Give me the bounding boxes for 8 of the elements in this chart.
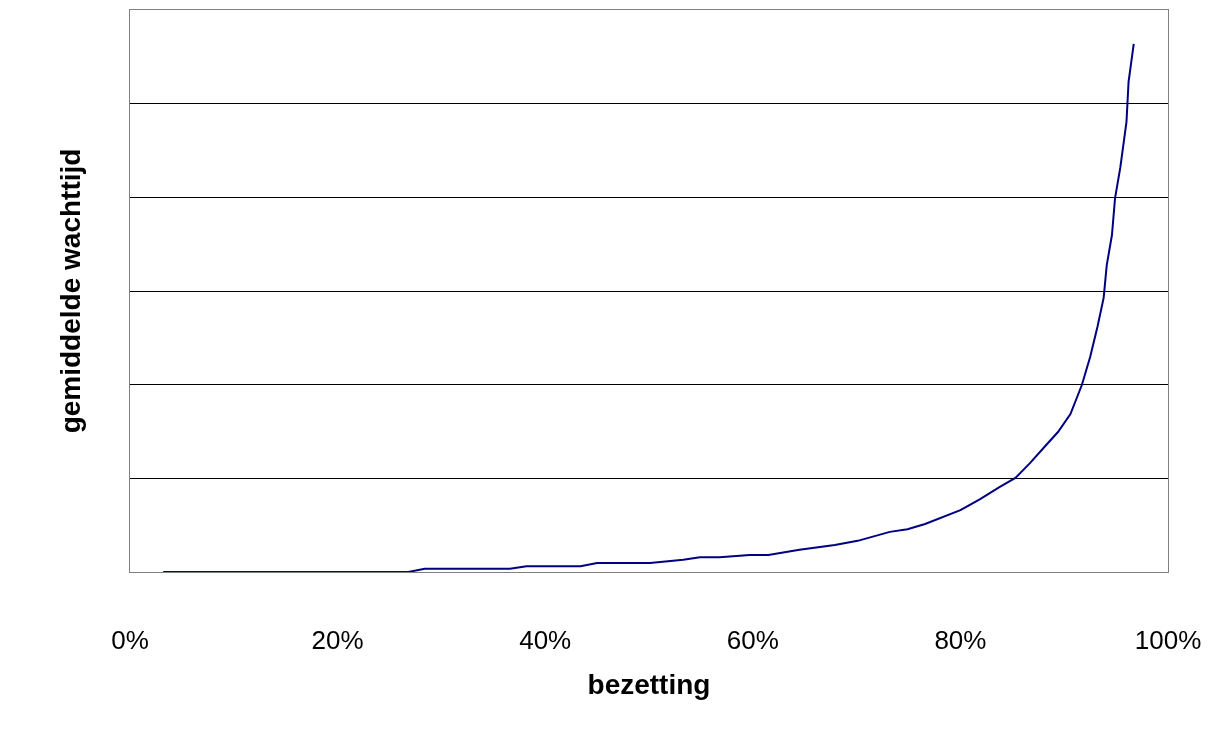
x-tick-label: 20%: [311, 625, 364, 656]
x-tick-label: 60%: [726, 625, 779, 656]
x-tick-label: 40%: [519, 625, 572, 656]
x-tick-label: 0%: [111, 625, 149, 656]
x-tick-label: 80%: [934, 625, 987, 656]
x-tick-label: 100%: [1134, 625, 1202, 656]
y-axis-title: gemiddelde wachttijd: [54, 148, 86, 434]
x-axis-title: bezetting: [587, 669, 711, 701]
